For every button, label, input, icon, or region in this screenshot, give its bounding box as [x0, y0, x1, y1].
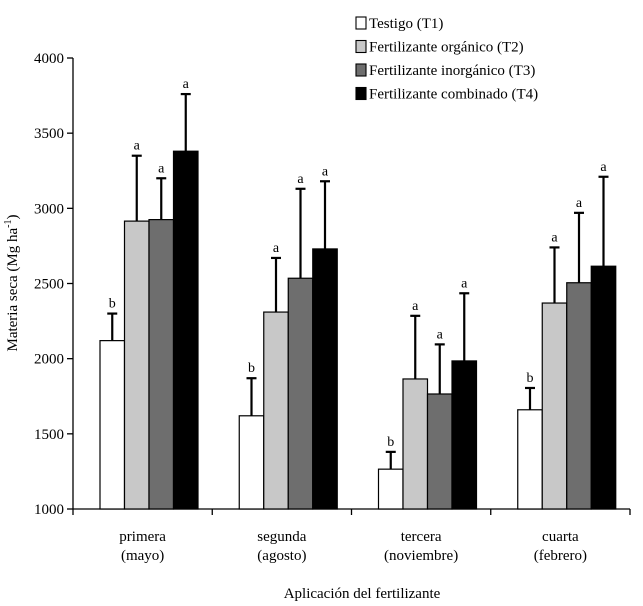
y-tick-label: 1500: [34, 427, 64, 443]
labels: b a a a primera (mayo) b a a a segunda (agosto) b a a a…: [109, 77, 608, 564]
significance-letter: a: [551, 230, 558, 245]
x-tick-label-sub: (agosto): [257, 548, 306, 564]
bar: [517, 409, 543, 510]
legend-label: Fertilizante orgánico (T2): [369, 40, 524, 56]
x-tick-label-sub: (noviembre): [384, 548, 458, 564]
bar: [377, 468, 404, 510]
significance-letter: a: [297, 172, 304, 187]
significance-letter: a: [600, 160, 607, 175]
bar: [172, 150, 199, 510]
x-tick-label-sub: (mayo): [121, 548, 164, 564]
y-tick-label: 1000: [34, 502, 64, 518]
significance-letter: a: [322, 164, 329, 179]
legend: Testigo (T1) Fertilizante orgánico (T2) Fe…: [355, 16, 538, 103]
legend-swatch: [355, 63, 367, 77]
bar: [426, 393, 453, 510]
legend-label: Fertilizante inorgánico (T3): [369, 63, 535, 79]
legend-swatch: [355, 86, 367, 101]
y-tick-label: 3000: [34, 201, 64, 217]
significance-letter: a: [461, 276, 468, 291]
x-axis-title: Aplicación del fertilizante: [284, 586, 441, 602]
bar: [263, 311, 289, 510]
significance-letter: a: [134, 139, 141, 154]
legend-label: Testigo (T1): [369, 16, 443, 32]
legend-swatch: [355, 39, 367, 54]
bars: [99, 92, 617, 510]
y-tick-label: 3500: [34, 126, 64, 142]
significance-letter: b: [527, 371, 534, 386]
y-axis-title-main: Materia seca (Mg ha: [5, 227, 21, 351]
legend-swatch: [355, 16, 367, 30]
y-axis-title-sup: -1: [3, 219, 14, 227]
y-tick-label: 4000: [34, 51, 64, 67]
bar: [123, 220, 150, 510]
y-axis-title: Materia seca (Mg ha-1): [3, 214, 21, 351]
legend-label: Fertilizante combinado (T4): [369, 87, 538, 103]
significance-letter: a: [412, 299, 419, 314]
bar: [590, 265, 617, 510]
x-tick-label-sub: (febrero): [534, 548, 587, 564]
significance-letter: a: [576, 196, 583, 211]
bar: [312, 248, 338, 510]
significance-letter: a: [273, 241, 280, 256]
significance-letter: b: [248, 361, 255, 376]
bar: [238, 415, 265, 510]
bar: [402, 378, 429, 510]
bar: [287, 277, 314, 510]
significance-letter: b: [109, 297, 116, 312]
y-tick-label: 2500: [34, 277, 64, 293]
bar: [99, 340, 126, 510]
significance-letter: a: [158, 161, 165, 176]
significance-letter: b: [387, 435, 394, 450]
significance-letter: a: [183, 77, 190, 92]
bar: [566, 282, 592, 510]
bar: [541, 302, 568, 510]
x-tick-label: tercera: [401, 529, 442, 545]
significance-letter: a: [437, 327, 444, 342]
bar: [451, 360, 478, 510]
y-tick-label: 2000: [34, 352, 64, 368]
bar: [148, 219, 175, 510]
x-tick-label: cuarta: [542, 529, 579, 545]
y-axis-title-end: ): [5, 214, 21, 219]
x-tick-label: segunda: [257, 529, 306, 545]
x-tick-label: primera: [119, 529, 166, 545]
